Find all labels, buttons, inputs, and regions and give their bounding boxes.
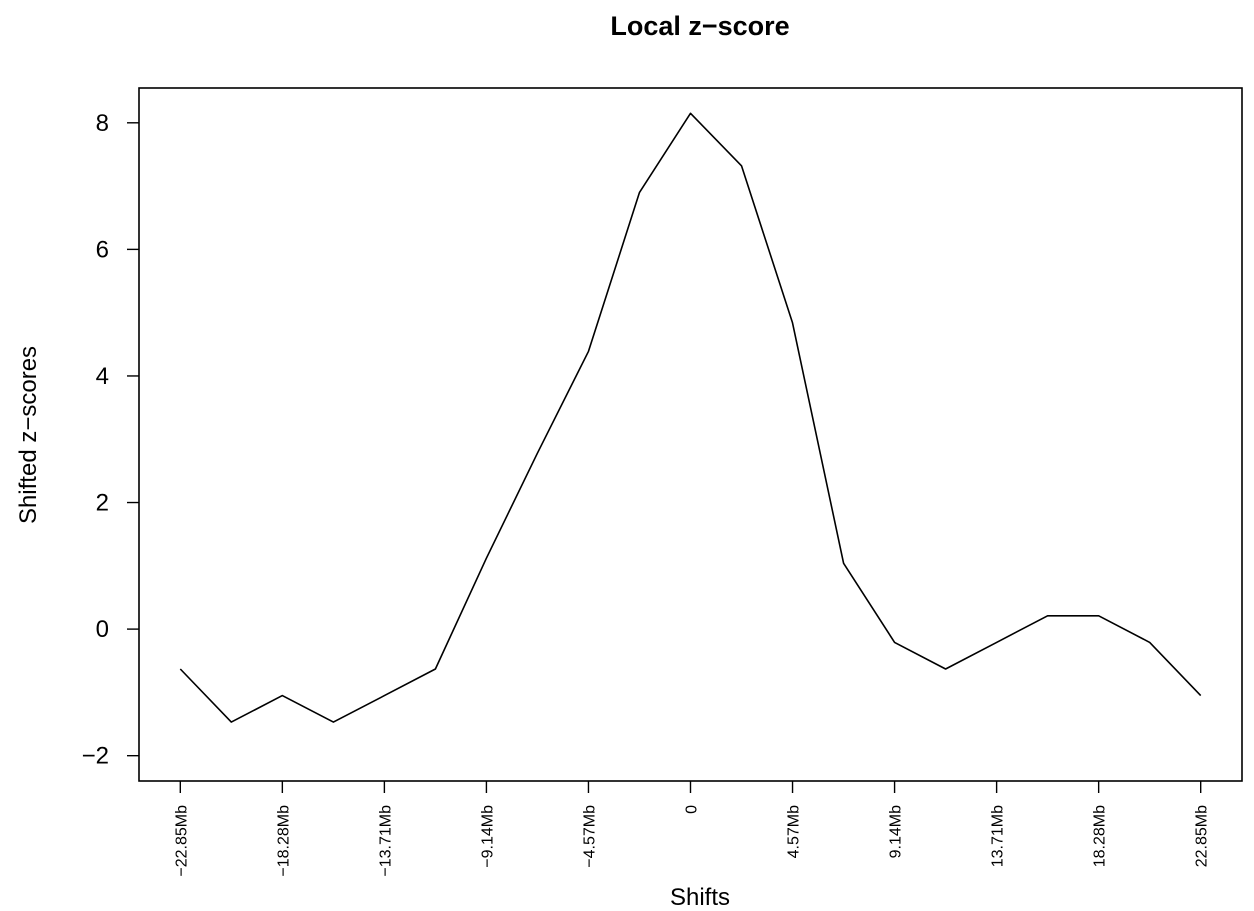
x-tick-label: 4.57Mb <box>786 805 803 858</box>
x-tick-label: 9.14Mb <box>888 805 905 858</box>
x-tick-label: 13.71Mb <box>990 805 1007 867</box>
y-axis-label: Shifted z−scores <box>15 346 42 524</box>
chart-title: Local z−score <box>610 11 789 41</box>
y-tick-label: 4 <box>96 363 109 390</box>
series-line <box>179 112 1202 723</box>
series-layer <box>179 112 1202 723</box>
x-tick-label: −9.14Mb <box>479 805 496 868</box>
x-tick-label: −4.57Mb <box>581 805 598 868</box>
y-tick-label: −2 <box>82 743 109 770</box>
x-tick-label: −22.85Mb <box>173 805 190 877</box>
y-tick-label: 0 <box>96 616 109 643</box>
plot-frame <box>138 87 1243 782</box>
y-axis: −2 0 2 4 6 8 <box>82 110 139 770</box>
x-tick-label: 18.28Mb <box>1092 805 1109 867</box>
y-tick-label: 6 <box>96 236 109 263</box>
x-tick-label: 22.85Mb <box>1194 805 1211 867</box>
x-tick-label: −13.71Mb <box>377 805 394 877</box>
x-axis: −22.85Mb −18.28Mb −13.71Mb −9.14Mb −4.57Mb 0 4… <box>173 781 1211 877</box>
y-tick-label: 2 <box>96 490 109 517</box>
x-tick-label: 0 <box>684 805 701 814</box>
x-axis-label: Shifts <box>670 884 730 911</box>
x-tick-label: −18.28Mb <box>275 805 292 877</box>
y-tick-label: 8 <box>96 110 109 137</box>
